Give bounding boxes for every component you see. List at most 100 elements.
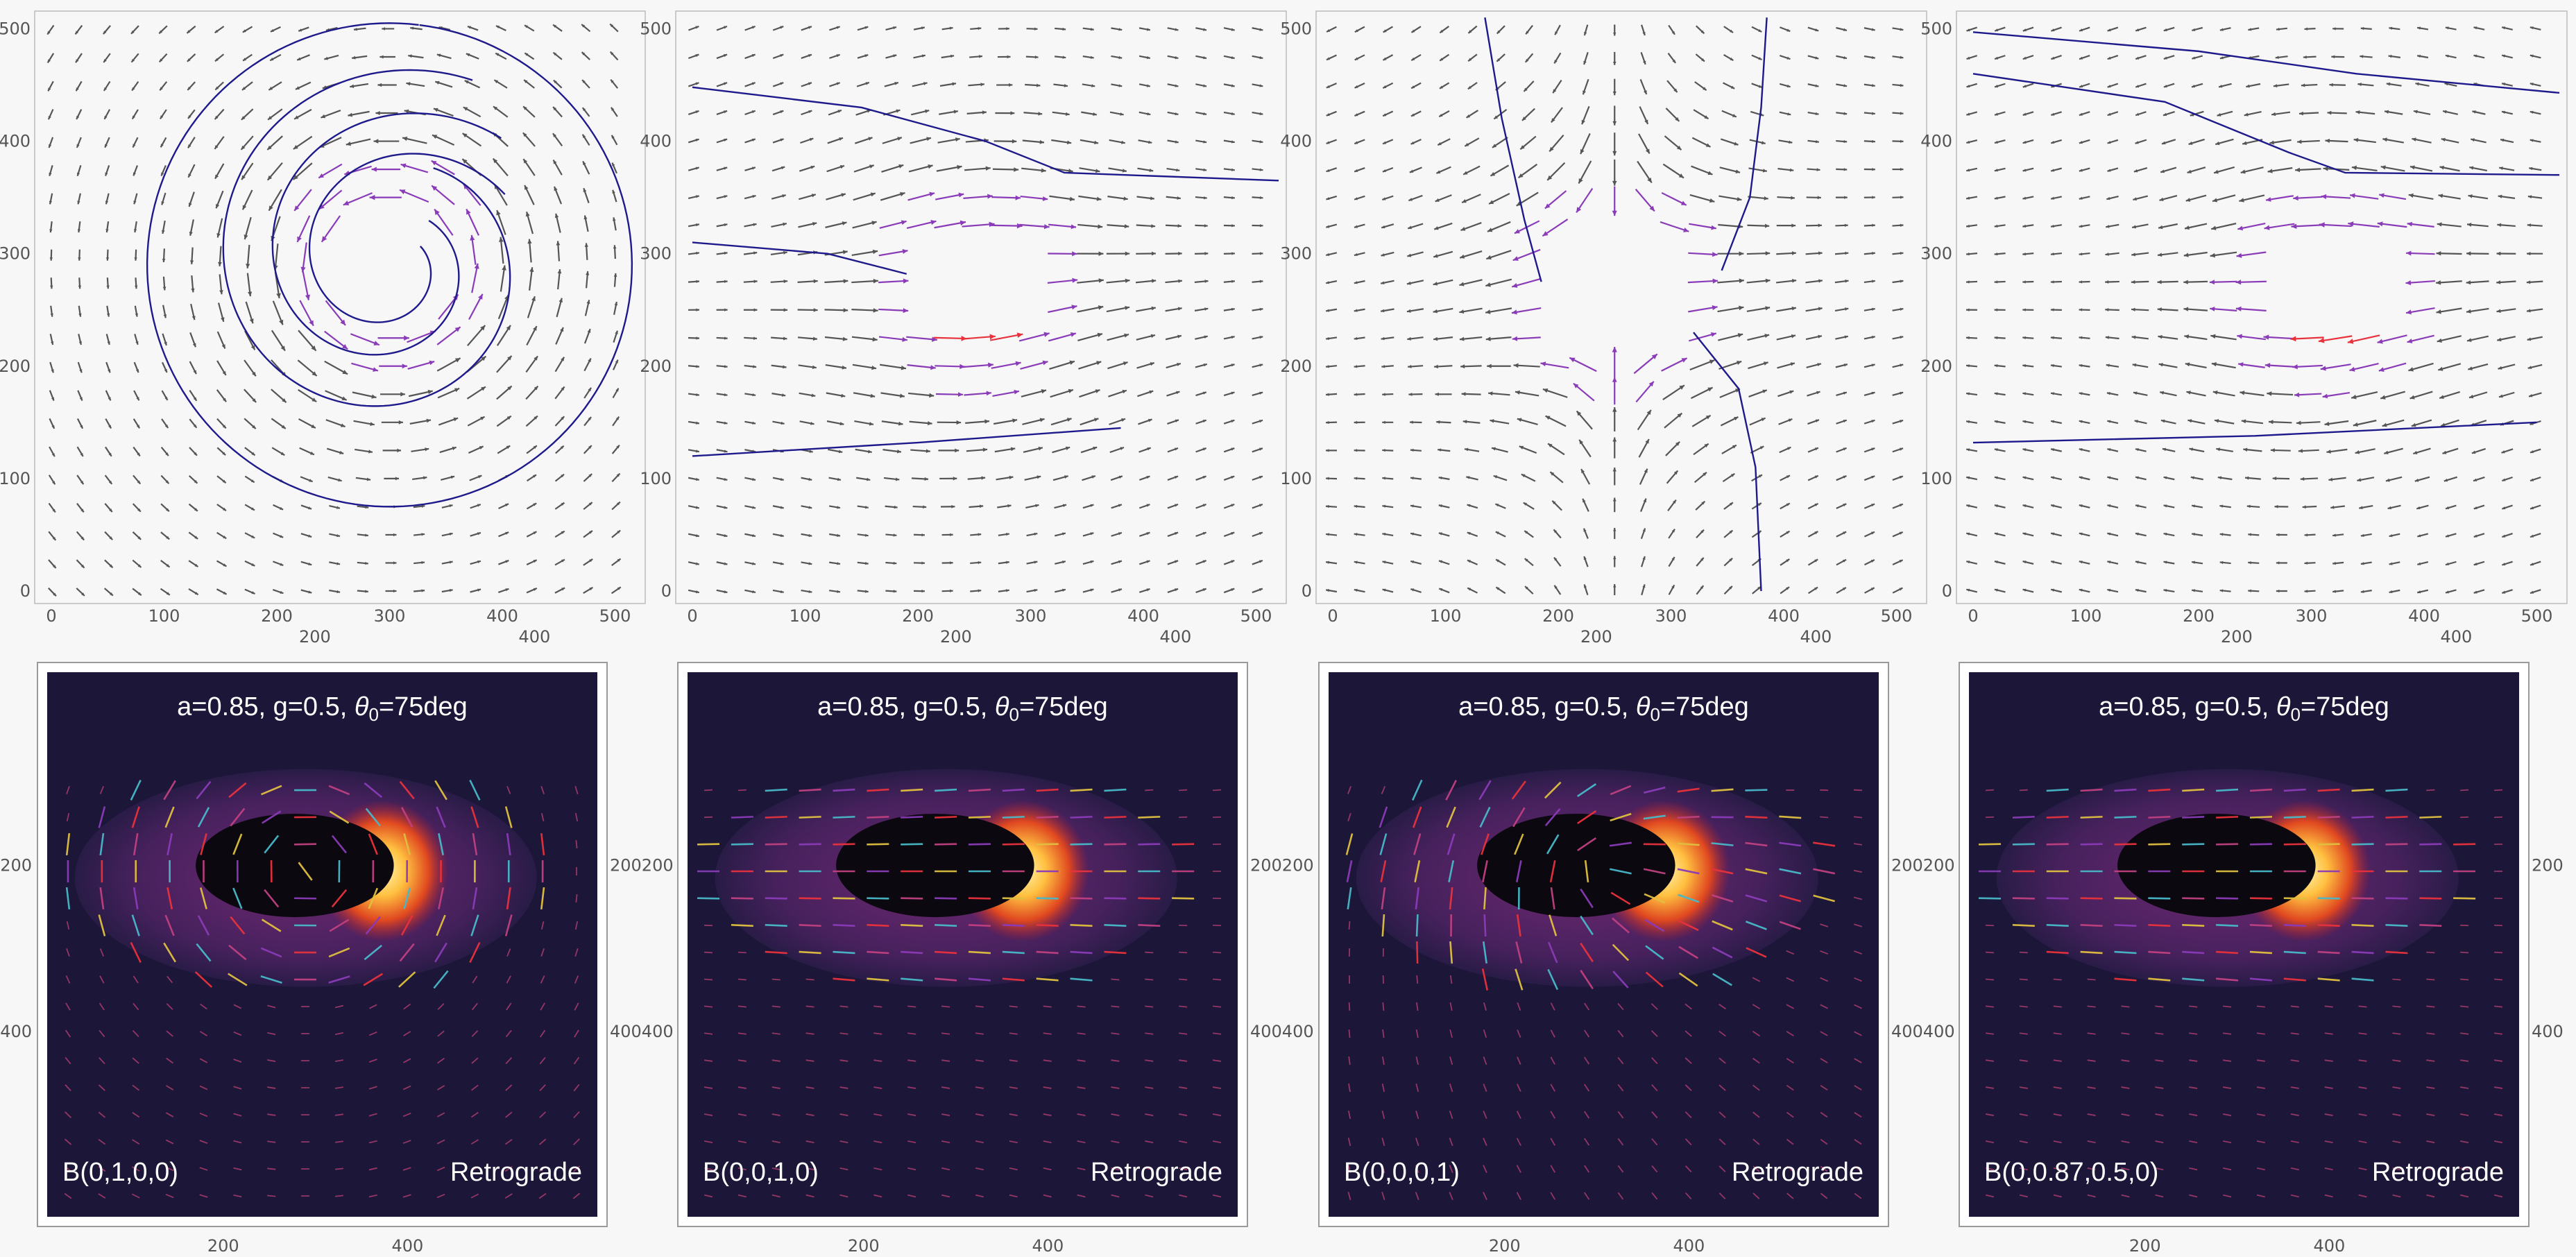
polarization-tick	[438, 887, 445, 909]
arrow-head	[371, 394, 377, 399]
polarization-tick	[935, 950, 957, 955]
arrow-head	[2324, 421, 2330, 427]
polarization-tick	[1580, 888, 1594, 909]
arrow-head	[1700, 529, 1705, 533]
arrow-head	[1844, 196, 1848, 199]
polarization-tick	[504, 914, 513, 937]
arrow-head	[1788, 418, 1793, 422]
arrow-head	[1435, 392, 1439, 396]
arrow-head	[1382, 393, 1385, 396]
polarization-tick	[1752, 1004, 1761, 1009]
polarization-tick	[805, 1140, 814, 1144]
arrow-head	[2417, 534, 2421, 538]
arrow-head	[838, 450, 843, 454]
polarization-tick	[165, 1139, 174, 1145]
arrow-head	[1733, 416, 1739, 421]
arrow-head	[2163, 112, 2167, 117]
arrow-head	[1434, 364, 1438, 369]
x-tick-label: 500	[1881, 606, 1913, 626]
arrow-head	[336, 590, 341, 594]
polarization-tick	[2385, 788, 2408, 792]
polarization-tick	[2426, 1032, 2435, 1035]
arrow-head	[1645, 148, 1650, 154]
arrow-head	[2079, 448, 2083, 452]
arrow-head	[1231, 280, 1235, 283]
arrow-head	[193, 424, 197, 428]
arrow-head	[2107, 420, 2111, 423]
x-tick-label: 200	[902, 606, 934, 626]
arrow-head	[1900, 167, 1904, 171]
polarization-tick	[703, 1113, 713, 1116]
arrow-head	[780, 138, 784, 142]
vector-arrows	[688, 25, 1263, 594]
arrow-head	[505, 504, 509, 507]
arrow-head	[1231, 504, 1235, 507]
arrow-head	[867, 450, 872, 454]
arrow-head	[780, 562, 784, 565]
arrow-head	[1066, 140, 1072, 145]
arrow-head	[696, 336, 699, 340]
polarization-tick	[765, 897, 787, 900]
arrow-head	[1818, 279, 1823, 283]
polarization-tick	[506, 887, 511, 910]
arrow-head	[610, 51, 614, 55]
arrow-head	[2243, 447, 2248, 452]
arrow-head	[2135, 588, 2139, 592]
arrow-head	[1701, 501, 1705, 505]
polarization-tick	[573, 1111, 580, 1119]
arrow-head	[952, 82, 956, 86]
streamlines	[1484, 17, 1768, 592]
polarization-tick	[436, 1112, 445, 1118]
arrow-head	[1175, 419, 1179, 422]
arrow-head	[1122, 389, 1127, 394]
arrow-head	[2051, 196, 2054, 200]
polarization-tick	[334, 1168, 343, 1170]
arrow-head	[1062, 27, 1066, 31]
arrow-head	[103, 59, 107, 63]
arrow-head	[1525, 58, 1529, 62]
polarization-tick	[1643, 868, 1666, 875]
arrow-head	[2353, 422, 2358, 427]
arrow-head	[611, 79, 614, 83]
arrow-head	[1035, 504, 1039, 508]
arrow-head	[2350, 193, 2355, 198]
arrow-head	[1966, 140, 1970, 144]
arrow-head	[1966, 196, 1970, 200]
arrow-head	[1843, 139, 1848, 144]
arrow-head	[1383, 141, 1387, 144]
arrow-head	[1994, 561, 1998, 564]
polarization-tick	[1550, 1138, 1555, 1146]
arrow-head	[2320, 366, 2326, 371]
arrow-head	[534, 386, 538, 391]
arrow-head	[951, 504, 955, 508]
polarization-tick	[2324, 1140, 2333, 1144]
polarization-tick	[232, 887, 243, 909]
polarization-tick	[2317, 950, 2340, 955]
arrow-head	[752, 506, 756, 509]
x-tick-label: 100	[148, 606, 180, 626]
polarization-tick	[839, 1113, 848, 1116]
arrow-head	[505, 531, 509, 535]
arrow-head	[2301, 83, 2305, 87]
arrow-head	[873, 308, 878, 313]
arrow-head	[2409, 165, 2415, 170]
polarization-tick	[574, 975, 579, 984]
arrow-head	[2527, 337, 2532, 341]
arrow-head	[1966, 112, 1970, 116]
arrow-head	[282, 398, 287, 403]
arrow-head	[2300, 477, 2305, 481]
arrow-head	[2022, 336, 2026, 340]
polarization-tick	[1379, 806, 1388, 828]
arrow-head	[1091, 84, 1095, 87]
arrow-head	[1125, 251, 1130, 256]
arrow-head	[1555, 31, 1558, 35]
arrow-head	[1966, 280, 1970, 284]
polarization-tick	[1779, 841, 1802, 847]
arrow-head	[340, 319, 346, 325]
arrow-head	[1995, 28, 1999, 32]
polarization-tick	[1820, 977, 1828, 982]
y-tick-label: 200	[640, 357, 672, 376]
polarization-tick	[1985, 789, 1995, 792]
polarization-tick	[334, 1086, 344, 1089]
polarization-tick	[402, 1140, 411, 1144]
